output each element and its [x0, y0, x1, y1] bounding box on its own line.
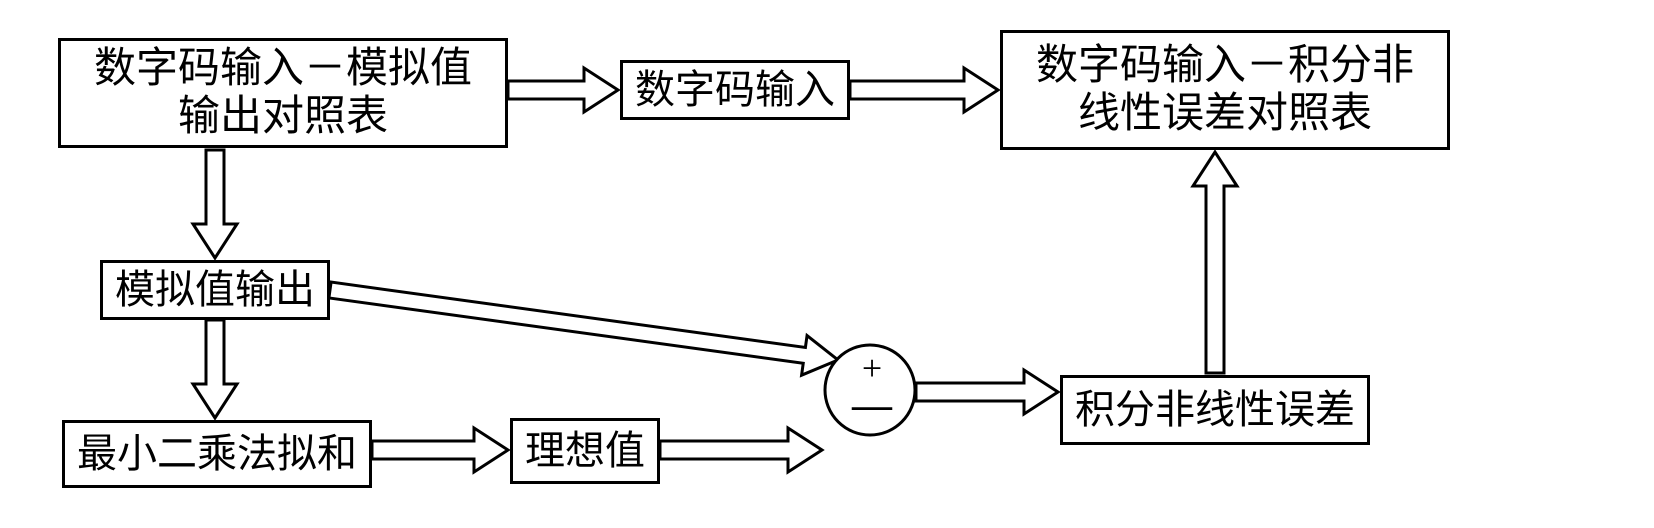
node-lookup-table-da: 数字码输入－模拟值 输出对照表: [58, 38, 508, 148]
node-ideal-value: 理想值: [510, 418, 660, 484]
node-analog-output: 模拟值输出: [100, 260, 330, 320]
node-digital-input: 数字码输入: [620, 60, 850, 120]
node-lookup-table-inl: 数字码输入－积分非 线性误差对照表: [1000, 30, 1450, 150]
node-integral-nonlin-err: 积分非线性误差: [1060, 375, 1370, 445]
svg-text:—: —: [851, 382, 893, 427]
svg-text:+: +: [862, 348, 882, 388]
node-least-squares-fit: 最小二乘法拟和: [62, 420, 372, 488]
